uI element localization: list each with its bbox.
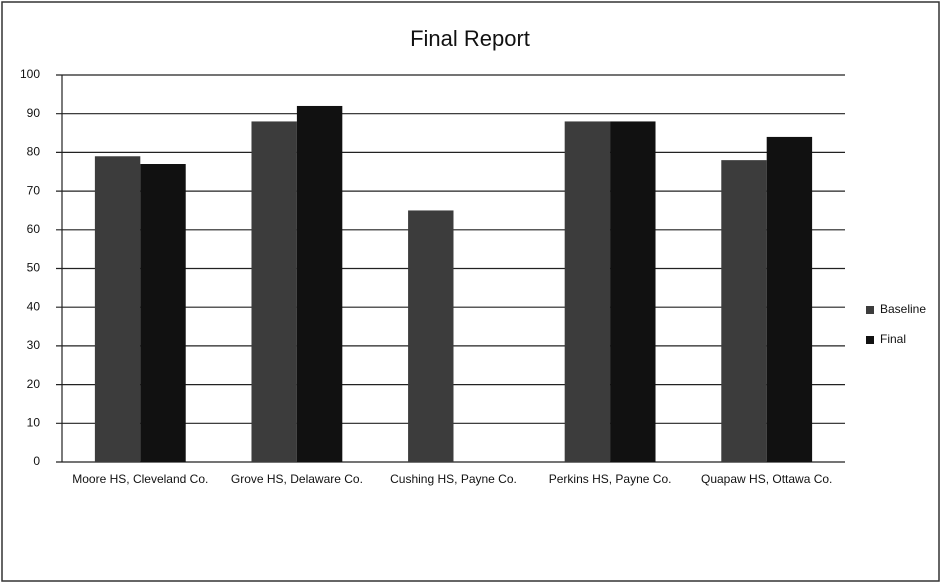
chart-title: Final Report: [410, 26, 530, 51]
bar: [610, 121, 656, 462]
legend-label: Baseline: [880, 302, 926, 316]
y-tick-label: 90: [27, 106, 41, 120]
y-tick-label: 0: [33, 454, 40, 468]
y-tick-label: 30: [27, 338, 41, 352]
x-tick-label: Cushing HS, Payne Co.: [390, 472, 517, 486]
bar: [296, 105, 343, 463]
y-tick-label: 50: [27, 261, 41, 275]
bar: [721, 160, 767, 462]
legend-swatch: [866, 306, 874, 314]
y-tick-label: 80: [27, 145, 41, 159]
y-tick-label: 20: [27, 377, 41, 391]
y-tick-label: 10: [27, 415, 41, 429]
x-tick-label: Moore HS, Cleveland Co.: [72, 472, 208, 486]
x-tick-label: Perkins HS, Payne Co.: [549, 472, 672, 486]
y-tick-label: 40: [27, 299, 41, 313]
x-tick-label: Grove HS, Delaware Co.: [231, 472, 363, 486]
bar: [251, 121, 297, 462]
bar: [94, 156, 141, 462]
x-tick-label: Quapaw HS, Ottawa Co.: [701, 472, 832, 486]
bar: [140, 164, 186, 462]
legend-swatch: [866, 336, 874, 344]
bar: [408, 210, 454, 462]
legend-label: Final: [880, 332, 906, 346]
bar: [564, 121, 611, 462]
y-tick-label: 70: [27, 183, 41, 197]
y-tick-label: 100: [20, 67, 40, 81]
y-tick-label: 60: [27, 222, 41, 236]
bar: [766, 136, 813, 463]
